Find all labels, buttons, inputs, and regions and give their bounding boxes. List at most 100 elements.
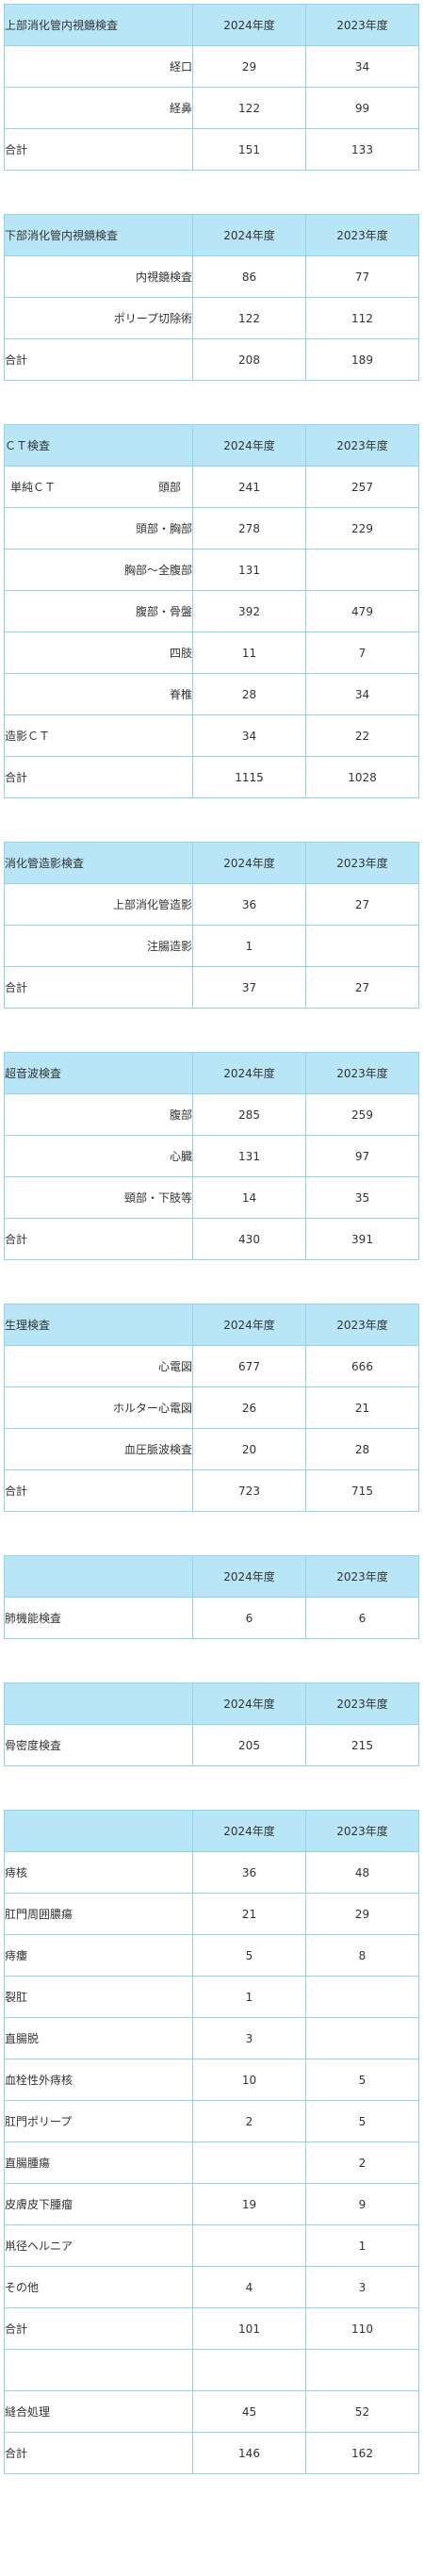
table-row: 直腸腫瘍 2 (4, 2141, 419, 2184)
table-title: 上部消化管内視鏡検査 (4, 4, 193, 46)
row-label: 頭部・胸部 (4, 507, 193, 550)
table-row: 骨密度検査 205 215 (4, 1724, 419, 1766)
row-label: 肛門周囲膿瘍 (4, 1893, 193, 1935)
total-2024: 1115 (192, 756, 306, 798)
table-row: 直腸脱 3 (4, 2017, 419, 2059)
column-header-2024: 2024年度 (192, 842, 306, 884)
value-2023: 2 (305, 2141, 419, 2184)
value-2023 (305, 1976, 419, 2018)
total-2023: 391 (305, 1218, 419, 1260)
subtotal-label: 合計 (4, 2307, 193, 2350)
row-label: 痔核 (4, 1851, 193, 1894)
table-row: 肺機能検査 6 6 (4, 1597, 419, 1639)
value-2023: 215 (305, 1724, 419, 1766)
value-2023: 35 (305, 1176, 419, 1219)
bone-density-table: 2024年度 2023年度 骨密度検査 205 215 (4, 1682, 419, 1766)
column-header-2024: 2024年度 (192, 1052, 306, 1094)
column-header-2024: 2024年度 (192, 1304, 306, 1346)
total-row: 合計 1115 1028 (4, 756, 419, 798)
value-2024: 6 (192, 1597, 306, 1639)
value-2024 (192, 2141, 306, 2184)
value-2023: 21 (305, 1386, 419, 1429)
subtotal-2024: 101 (192, 2307, 306, 2350)
row-label: 心電図 (4, 1345, 193, 1387)
table-row: 心電図 677 666 (4, 1345, 419, 1387)
total-row: 合計 430 391 (4, 1218, 419, 1260)
column-header-2024: 2024年度 (192, 1555, 306, 1598)
table-header-row: 上部消化管内視鏡検査 2024年度 2023年度 (4, 4, 419, 46)
spacer-cell (192, 2349, 306, 2391)
table-row: 心臓 131 97 (4, 1135, 419, 1177)
row-label: 胸部～全腹部 (4, 549, 193, 591)
value-2023: 8 (305, 1934, 419, 1977)
total-label: 合計 (4, 128, 193, 171)
row-label: 皮膚皮下腫瘤 (4, 2183, 193, 2225)
value-2023: 3 (305, 2266, 419, 2308)
total-2023: 715 (305, 1469, 419, 1512)
total-2023: 27 (305, 966, 419, 1009)
row-label: 造影ＣＴ (4, 714, 193, 757)
table-row: 単純ＣＴ 頭部 241 257 (4, 466, 419, 508)
value-2024: 285 (192, 1093, 306, 1136)
value-2023: 112 (305, 297, 419, 339)
total-row: 合計 146 162 (4, 2432, 419, 2474)
row-label-cell: 単純ＣＴ 頭部 (4, 466, 193, 508)
value-2023: 6 (305, 1597, 419, 1639)
lower-gi-endoscopy-table: 下部消化管内視鏡検査 2024年度 2023年度 内視鏡検査 86 77 ポリー… (4, 214, 419, 381)
total-label: 合計 (4, 966, 193, 1009)
row-label: 血栓性外痔核 (4, 2059, 193, 2101)
value-2023: 1 (305, 2224, 419, 2267)
column-header-2023: 2023年度 (305, 424, 419, 467)
value-2024: 28 (192, 673, 306, 715)
value-2024: 20 (192, 1428, 306, 1470)
pulmonary-function-table: 2024年度 2023年度 肺機能検査 6 6 (4, 1555, 419, 1639)
total-2023: 162 (305, 2432, 419, 2474)
table-row: 四肢 11 7 (4, 632, 419, 674)
physiology-exam-table: 生理検査 2024年度 2023年度 心電図 677 666 ホルター心電図 2… (4, 1304, 419, 1512)
value-2023: 5 (305, 2059, 419, 2101)
value-2024: 4 (192, 2266, 306, 2308)
column-header-2023: 2023年度 (305, 214, 419, 256)
table-title (4, 1810, 193, 1852)
table-row: 肛門周囲膿瘍 21 29 (4, 1893, 419, 1935)
table-row: 血栓性外痔核 10 5 (4, 2059, 419, 2101)
total-label: 合計 (4, 2432, 193, 2474)
table-title: 生理検査 (4, 1304, 193, 1346)
table-header-row: 生理検査 2024年度 2023年度 (4, 1304, 419, 1346)
table-header-row: 2024年度 2023年度 (4, 1810, 419, 1852)
column-header-2024: 2024年度 (192, 214, 306, 256)
value-2024: 34 (192, 714, 306, 757)
value-2024: 205 (192, 1724, 306, 1766)
row-label: 腹部・骨盤 (4, 590, 193, 632)
value-2023: 666 (305, 1345, 419, 1387)
value-2024: 10 (192, 2059, 306, 2101)
total-2023: 1028 (305, 756, 419, 798)
column-header-2023: 2023年度 (305, 1810, 419, 1852)
total-2024: 430 (192, 1218, 306, 1260)
column-header-2023: 2023年度 (305, 842, 419, 884)
value-2023: 34 (305, 45, 419, 88)
row-label: 上部消化管造影 (4, 883, 193, 926)
row-label: 直腸腫瘍 (4, 2141, 193, 2184)
table-row: 上部消化管造影 36 27 (4, 883, 419, 926)
table-title: 下部消化管内視鏡検査 (4, 214, 193, 256)
table-header-row: 2024年度 2023年度 (4, 1682, 419, 1725)
column-header-2023: 2023年度 (305, 1682, 419, 1725)
table-row: 造影ＣＴ 34 22 (4, 714, 419, 757)
table-row: ポリープ切除術 122 112 (4, 297, 419, 339)
value-2024: 29 (192, 45, 306, 88)
total-2024: 146 (192, 2432, 306, 2474)
value-2023: 259 (305, 1093, 419, 1136)
table-row: 腹部・骨盤 392 479 (4, 590, 419, 632)
table-row: 経口 29 34 (4, 45, 419, 88)
table-row: 経鼻 122 99 (4, 87, 419, 129)
table-row: 胸部～全腹部 131 (4, 549, 419, 591)
column-header-2023: 2023年度 (305, 4, 419, 46)
table-header-row: 下部消化管内視鏡検査 2024年度 2023年度 (4, 214, 419, 256)
column-header-2024: 2024年度 (192, 4, 306, 46)
value-2024: 2 (192, 2100, 306, 2142)
table-row: 皮膚皮下腫瘤 19 9 (4, 2183, 419, 2225)
row-label: 裂肛 (4, 1976, 193, 2018)
table-row: 腹部 285 259 (4, 1093, 419, 1136)
row-label: 直腸脱 (4, 2017, 193, 2059)
